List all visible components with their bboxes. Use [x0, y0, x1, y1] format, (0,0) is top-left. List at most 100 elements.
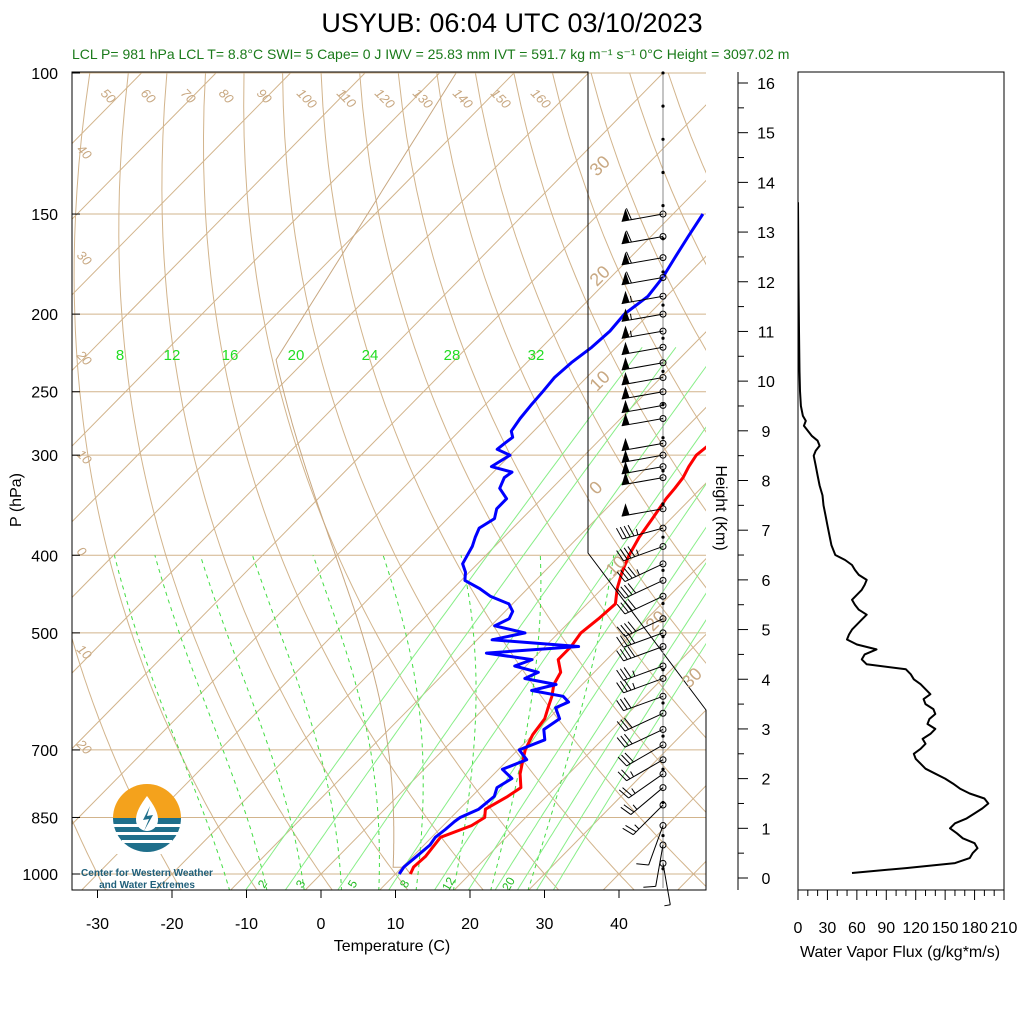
barb-half-flag [632, 804, 638, 810]
height-tick-label: 15 [757, 126, 775, 143]
wind-barb [621, 386, 667, 400]
barb-flag [623, 525, 631, 538]
barb-flag [623, 647, 632, 659]
y-tick-label: 200 [31, 307, 58, 324]
x-tick-label: 0 [317, 916, 326, 933]
barb-flag [627, 598, 637, 610]
sounding-stats: LCL P= 981 hPa LCL T= 8.8°C SWI= 5 Cape=… [72, 46, 790, 62]
dry-adiabat-line [72, 818, 107, 890]
wind-barb [621, 449, 667, 463]
barb-base-circle [659, 662, 667, 670]
barb-flag [619, 698, 628, 710]
isotherm-label: 20 [586, 262, 614, 290]
barb-flag [617, 771, 627, 782]
wind-barb [621, 437, 667, 452]
isotherm-label: 30 [586, 152, 614, 180]
page-title: USYUB: 06:04 UTC 03/10/2023 [321, 8, 703, 38]
wind-barb [616, 662, 667, 681]
barb-pennant [621, 325, 630, 339]
isotherm-line [72, 72, 366, 372]
barb-flag [623, 547, 632, 559]
barb-flag [616, 604, 626, 615]
wind-barb [621, 503, 667, 517]
barb-base-circle [659, 233, 667, 241]
y-tick-label: 850 [31, 810, 58, 827]
x-tick-label: -10 [235, 916, 258, 933]
barb-flag [625, 208, 632, 220]
barb-base-circle [659, 415, 667, 423]
skewt-axes: 3020100102030100150200250300400500700850… [22, 66, 706, 933]
dry-adiabat-label: 10 [74, 642, 95, 663]
wind-level-dot [661, 701, 665, 705]
dry-adiabat-line [590, 72, 706, 351]
wind-barb [616, 692, 667, 712]
barb-flag [623, 679, 632, 691]
wind-barb [618, 770, 667, 799]
dry-adiabat-line [745, 73, 1024, 891]
y-tick-label: 500 [31, 626, 58, 643]
barb-pennant [621, 252, 630, 265]
barb-pennant [621, 386, 630, 400]
x-tick-label: 40 [610, 916, 628, 933]
mixing-ratio-label: 20 [288, 347, 305, 364]
barb-base-circle [659, 770, 667, 778]
barb-flag [616, 669, 624, 681]
barb-flag [624, 717, 633, 728]
wind-level-dot [661, 767, 665, 771]
mixing-ratio-line [552, 642, 706, 890]
barb-base-circle [659, 524, 667, 532]
wind-barb [617, 756, 667, 782]
wind-level-dot [661, 833, 665, 838]
y-tick-label: 400 [31, 548, 58, 565]
barb-flag [616, 737, 626, 748]
dry-adiabat-label: 50 [98, 86, 119, 107]
wind-barb [621, 251, 667, 266]
skewt-traces [397, 213, 706, 875]
dry-adiabat-line [822, 73, 1024, 891]
barb-flag [636, 863, 649, 866]
isotherm-line [72, 72, 217, 220]
mixing-ratio-label: 12 [164, 347, 181, 364]
barb-flag [616, 588, 626, 599]
barb-flag [616, 550, 624, 562]
wind-barb [621, 399, 667, 414]
wind-level-dot [661, 469, 665, 473]
barb-flag [617, 756, 627, 767]
barb-base-circle [659, 615, 667, 623]
moist-adiabat-line [312, 555, 380, 890]
barb-flag [625, 230, 632, 243]
moist-adiabat-line [490, 555, 542, 890]
height-tick-label: 16 [757, 76, 775, 93]
barb-flag [620, 602, 629, 613]
logo-line-2: and Water Extremes [99, 880, 195, 891]
parcel-path [275, 72, 457, 875]
barb-flag [627, 621, 637, 632]
barb-flag [624, 568, 633, 579]
barb-base-circle [659, 692, 667, 700]
barb-flag [616, 571, 626, 582]
wind-barb [620, 784, 667, 815]
wind-level-dot [661, 502, 665, 506]
wvf-x-tick-label: 210 [991, 920, 1018, 937]
height-tick-label: 8 [762, 474, 771, 491]
mixing-ratio-line [434, 483, 706, 890]
barb-pennant [621, 357, 630, 371]
wvf-x-tick-label: 90 [877, 920, 895, 937]
mixing-ratio-line [516, 592, 706, 890]
wind-barb [616, 560, 667, 583]
wvf-x-tick-label: 180 [961, 920, 988, 937]
dry-adiabat-label: 90 [254, 86, 275, 107]
barb-pennant [621, 461, 630, 474]
y-tick-label: 300 [31, 448, 58, 465]
barb-flag [624, 584, 633, 596]
barb-flag [616, 650, 624, 662]
barb-flag [619, 548, 628, 560]
temperature-trace [409, 445, 706, 875]
barb-flag [625, 825, 637, 833]
dry-adiabat-label: 140 [450, 86, 476, 112]
barb-base-circle [659, 474, 667, 482]
height-tick-label: 6 [762, 573, 771, 590]
barb-pennant [621, 290, 630, 304]
skewt-x-axis-title: Temperature (C) [334, 938, 450, 955]
